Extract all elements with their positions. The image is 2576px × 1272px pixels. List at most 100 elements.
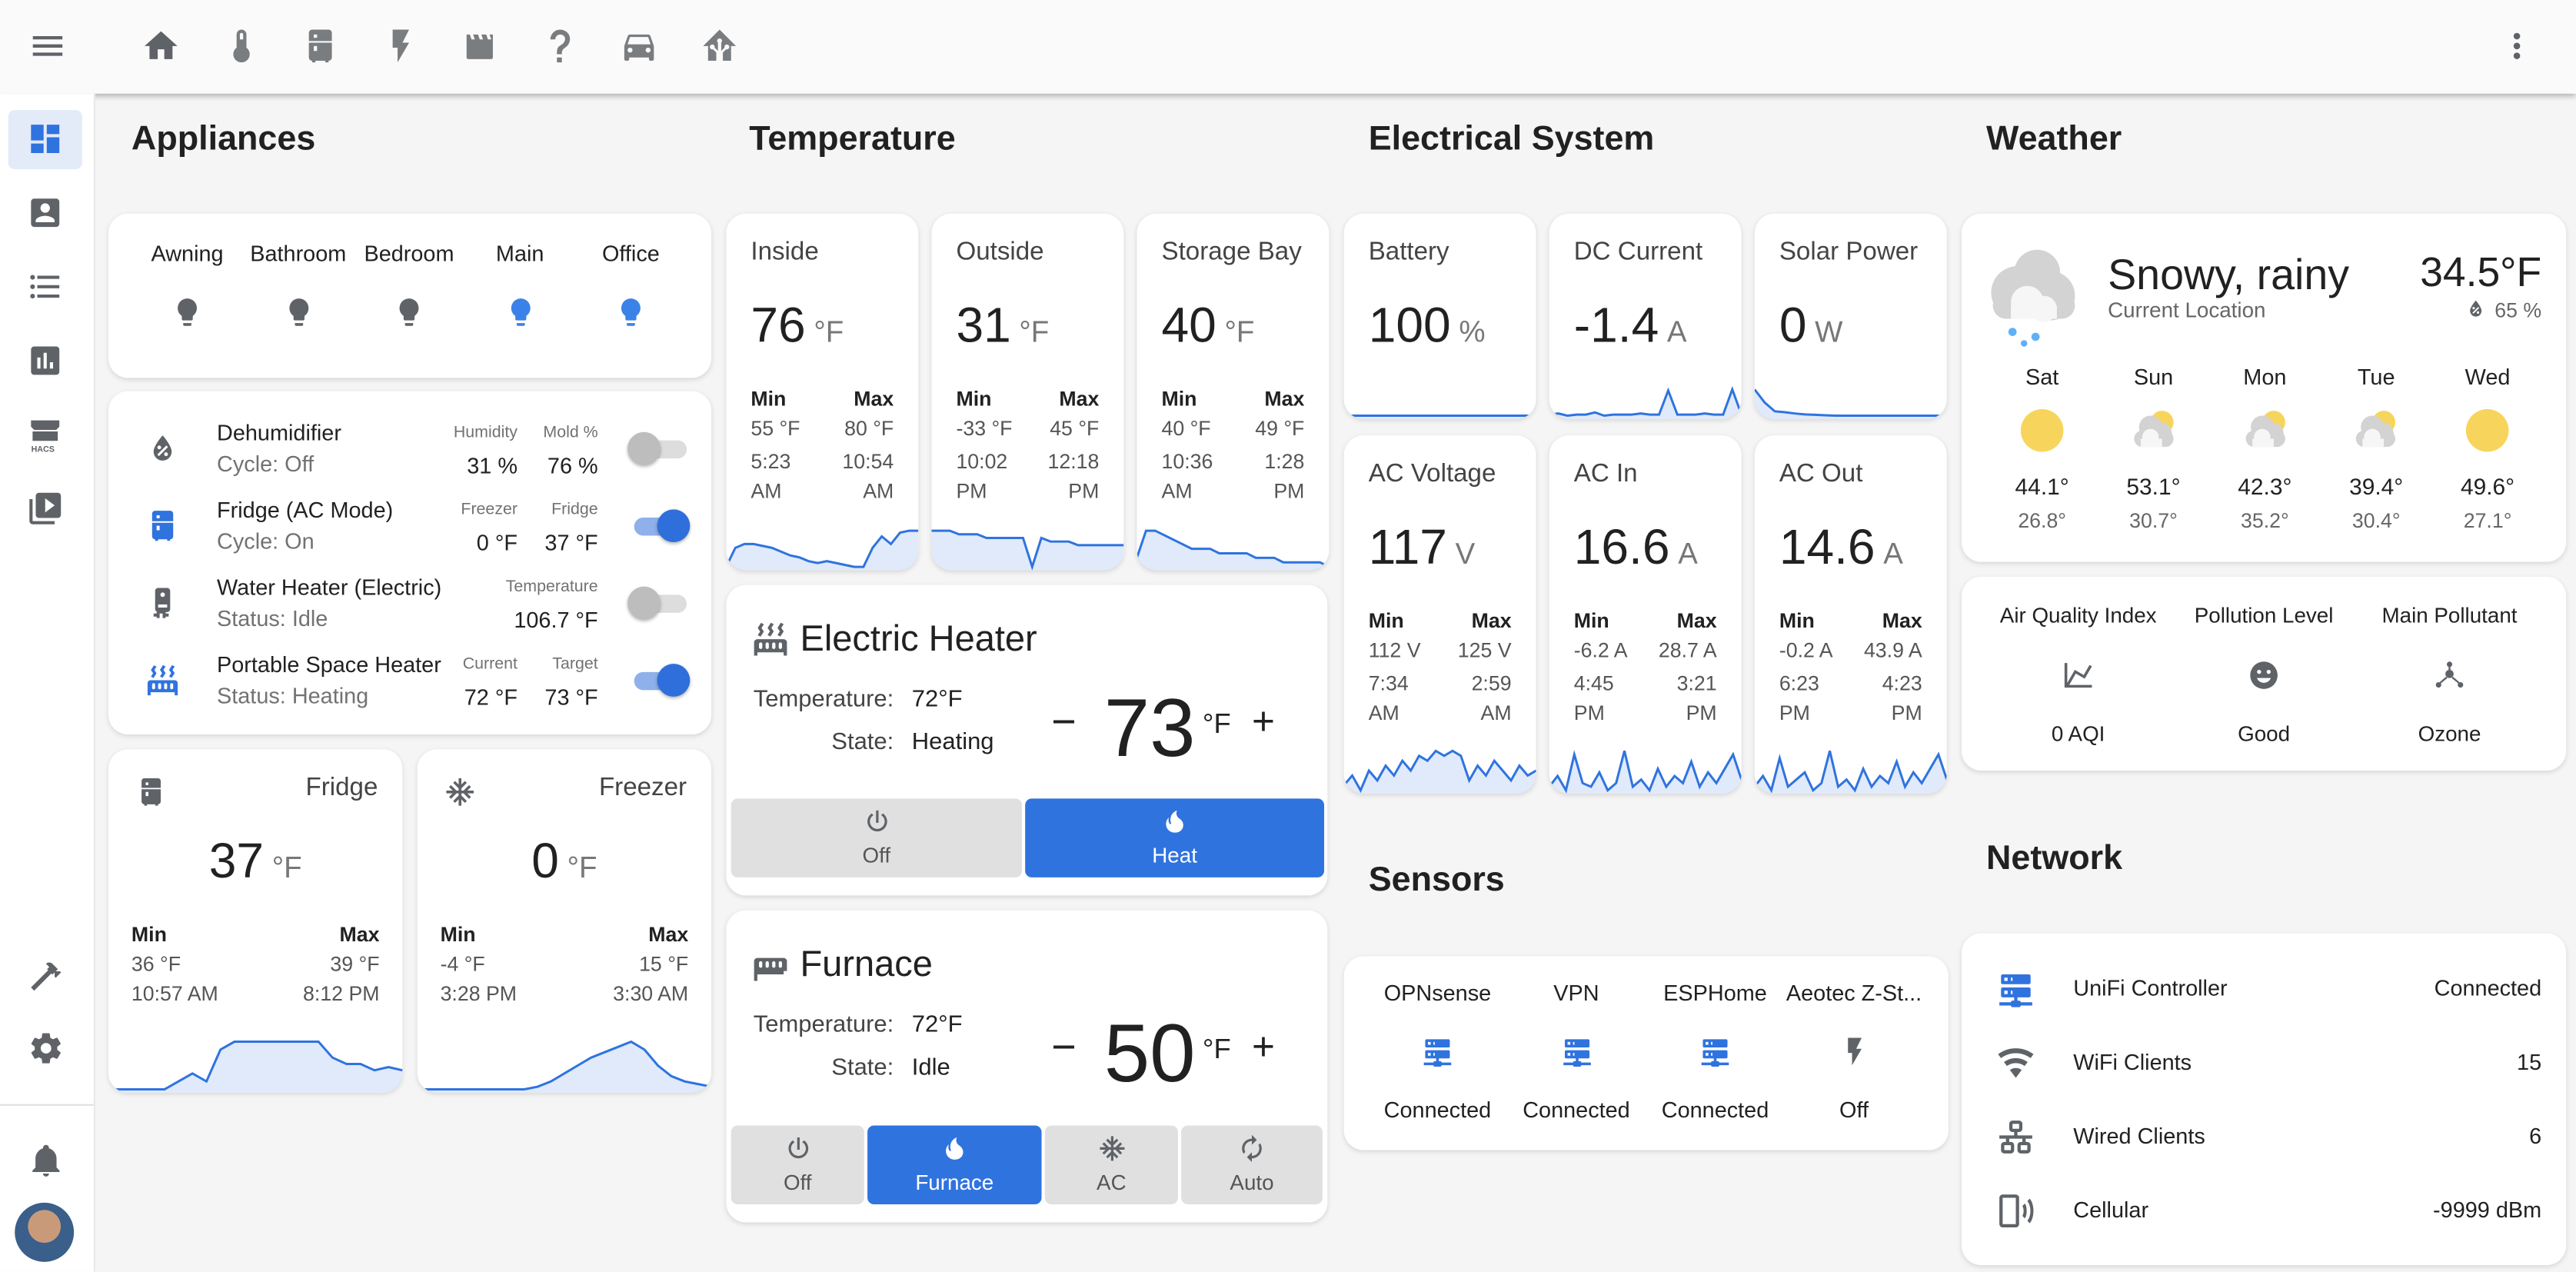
appliance-toggle[interactable]: [627, 586, 690, 620]
forecast-high: 42.3°: [2238, 473, 2292, 500]
max-time: 1:28 PM: [1264, 450, 1305, 503]
light-button-office[interactable]: Office: [574, 230, 689, 361]
toggle-knob: [627, 586, 661, 620]
decrease-button[interactable]: −: [1051, 1021, 1077, 1071]
temperature-card-inside: Inside 76 °F Min Max 55 °F 80 °F 5:23 AM 10:54 A…: [726, 213, 919, 571]
appliance-row[interactable]: Fridge (AC Mode) Cycle: On Freezer 0 °F Frid…: [108, 494, 711, 567]
avatar[interactable]: [15, 1202, 75, 1262]
mode-button-auto[interactable]: Auto: [1181, 1125, 1323, 1205]
thermometer-icon[interactable]: [221, 26, 260, 65]
cog-icon[interactable]: [28, 1031, 64, 1067]
mode-button-off[interactable]: Off: [731, 798, 1022, 877]
min-time: 10:36 AM: [1161, 450, 1213, 503]
home-assistant-icon[interactable]: [699, 26, 738, 65]
increase-button[interactable]: +: [1252, 1025, 1275, 1070]
appliance-toggle[interactable]: [627, 431, 690, 465]
radiator-disabled-icon-glyph: [754, 957, 787, 981]
light-name: Main: [495, 241, 544, 267]
increase-button[interactable]: +: [1252, 700, 1275, 744]
chart-line-icon-glyph: [2064, 663, 2092, 688]
mode-button-ac[interactable]: AC: [1044, 1125, 1178, 1205]
sparkline-area: [1754, 751, 1947, 794]
network-row[interactable]: UniFi Controller Connected: [1962, 966, 2566, 1012]
bell-icon[interactable]: [28, 1142, 64, 1178]
sparkline-line: [931, 529, 1124, 571]
sidebar-item-play-box[interactable]: [8, 480, 82, 539]
air-quality-pollution-level[interactable]: Pollution Level Good: [2165, 593, 2362, 758]
card-title: AC In: [1573, 460, 1638, 488]
server-network-icon-glyph: [1701, 1039, 1729, 1067]
appliance-row[interactable]: Dehumidifier Cycle: Off Humidity 31 % Mold %…: [108, 418, 711, 490]
air-quality-main-pollutant[interactable]: Main Pollutant Ozone: [2351, 593, 2548, 758]
sparkline-area: [108, 1041, 403, 1093]
cog-icon-glyph: [31, 1033, 61, 1064]
section-title-network: Network: [1986, 839, 2123, 877]
value-display: 16.6 A: [1574, 521, 1698, 577]
car-icon[interactable]: [619, 26, 658, 65]
sidebar-item-format-list[interactable]: [8, 258, 82, 317]
unit: °F: [1224, 315, 1255, 348]
sidebar-item-account-box[interactable]: [8, 184, 82, 243]
water-percent-icon: [2465, 298, 2488, 321]
flash-icon[interactable]: [381, 26, 420, 65]
max-value: 39 °F: [330, 953, 380, 977]
light-button-main[interactable]: Main: [462, 230, 577, 361]
mode-button-heat[interactable]: Heat: [1025, 798, 1325, 877]
toggle-knob: [657, 509, 691, 543]
card-title: Solar Power: [1779, 238, 1919, 267]
electrical-card-solar-power: Solar Power 0 W: [1754, 213, 1947, 419]
hammer-icon[interactable]: [28, 958, 64, 994]
mode-button-furnace[interactable]: Furnace: [867, 1125, 1042, 1205]
car-icon-glyph: [624, 34, 654, 62]
max-label: Max: [1676, 609, 1717, 633]
power-icon: [783, 1134, 812, 1163]
light-button-awning[interactable]: Awning: [130, 230, 245, 361]
appliance-toggle[interactable]: [627, 509, 691, 543]
appliance-toggle[interactable]: [627, 664, 691, 697]
clapperboard-icon[interactable]: [460, 26, 499, 65]
fridge-icon[interactable]: [301, 26, 340, 65]
wifi-icon-glyph: [1998, 1048, 2034, 1078]
weather-humidity: 65 %: [2494, 298, 2542, 322]
home-icon[interactable]: [141, 26, 181, 65]
network-row[interactable]: Cellular -9999 dBm: [1962, 1188, 2566, 1234]
appliance-attr-label: Target: [552, 655, 598, 674]
appliance-attr-label: Fridge: [551, 501, 598, 520]
sidebar-item-chart-box[interactable]: [8, 332, 82, 391]
sidebar-item-hacs-store[interactable]: HACS: [8, 406, 82, 465]
sensor-vpn[interactable]: VPN Connected: [1503, 973, 1650, 1137]
menu-icon[interactable]: [28, 26, 67, 65]
appliance-status: Cycle: Off: [217, 451, 315, 477]
help-icon[interactable]: [540, 26, 579, 65]
section-title-electrical: Electrical System: [1368, 119, 1655, 158]
appliance-attr-label: Mold %: [543, 424, 598, 442]
appliance-list-card: Dehumidifier Cycle: Off Humidity 31 % Mold %…: [108, 391, 712, 735]
sensor-card-fridge: Fridge 37 °F Min Max 36 °F 39 °F 10:57 AM 8:12 P…: [108, 749, 403, 1093]
max-time: 4:23 PM: [1882, 671, 1922, 725]
forecast-sun: Sun 53.1° 30.7°: [2104, 361, 2202, 542]
decrease-button[interactable]: −: [1051, 696, 1077, 746]
fridge-icon-glyph: [151, 511, 174, 541]
value: 37: [208, 834, 265, 889]
min-label: Min: [956, 388, 992, 411]
light-button-bedroom[interactable]: Bedroom: [351, 230, 467, 361]
mode-button-off[interactable]: Off: [731, 1125, 864, 1205]
light-button-bathroom[interactable]: Bathroom: [241, 230, 356, 361]
appliance-row[interactable]: Water Heater (Electric) Status: Idle Tempe…: [108, 572, 711, 644]
sensor-esphome[interactable]: ESPHome Connected: [1641, 973, 1789, 1137]
network-row[interactable]: Wired Clients 6: [1962, 1114, 2566, 1160]
card-title: Fridge: [305, 774, 378, 802]
dots-vertical-icon[interactable]: [2497, 26, 2536, 65]
bell-icon-glyph: [32, 1144, 60, 1177]
sensor-opnsense[interactable]: OPNsense Connected: [1363, 973, 1511, 1137]
card-title: AC Out: [1779, 460, 1863, 488]
unit: W: [1815, 315, 1843, 348]
network-row[interactable]: WiFi Clients 15: [1962, 1040, 2566, 1086]
sidebar-item-dashboard[interactable]: [8, 110, 82, 170]
value: 16.6: [1573, 521, 1670, 575]
play-box-icon: [26, 490, 64, 528]
appliance-row[interactable]: Portable Space Heater Status: Heating Curr…: [108, 649, 711, 721]
air-quality-air-quality-index[interactable]: Air Quality Index 0 AQI: [1979, 593, 2176, 758]
sensor-aeoteczst[interactable]: Aeotec Z-St... Off: [1780, 973, 1928, 1137]
value-display: 117 V: [1369, 521, 1476, 577]
